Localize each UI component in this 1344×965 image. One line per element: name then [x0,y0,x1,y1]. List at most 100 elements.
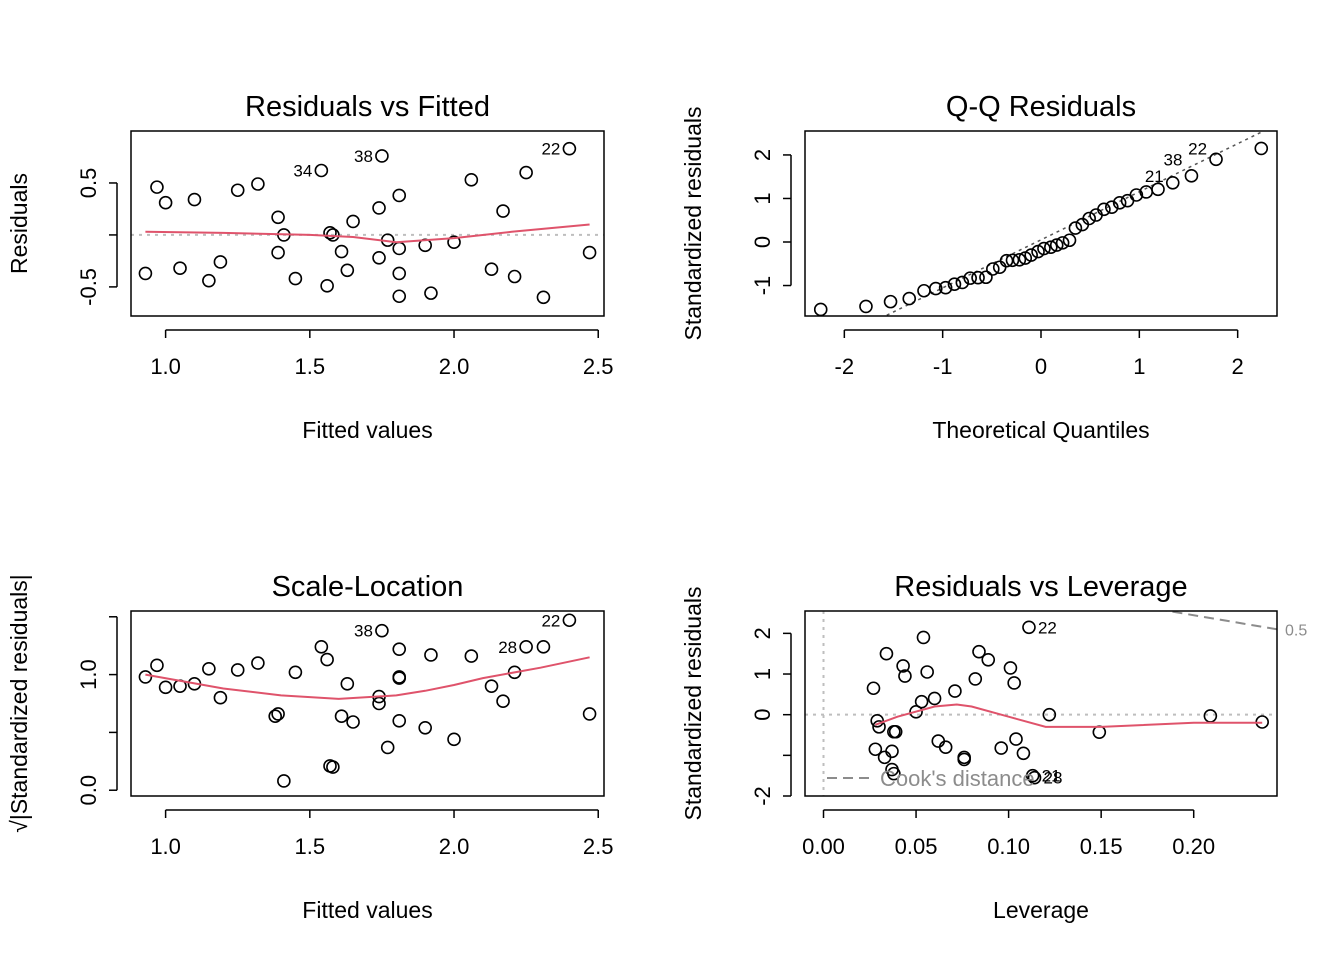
data-point [909,705,923,719]
data-point [1068,221,1083,235]
data-point [372,696,386,711]
data-point [562,141,577,156]
x-tick-label: 2.0 [439,354,470,379]
data-point [158,195,173,210]
data-point [1005,253,1020,268]
data-point [447,732,461,747]
data-point [187,192,202,207]
y-tick-label: 1.0 [76,659,101,690]
data-point [288,665,303,680]
x-tick-label: 2 [1232,354,1244,379]
x-tick-label: 1.0 [150,354,181,379]
data-point [1112,196,1127,210]
data-point [372,201,386,215]
plot-title: Scale-Location [272,571,464,603]
data-point [1055,236,1070,250]
data-point [320,279,334,293]
panel-scale-location: 38 28 22 1.0 1.5 2.0 2.5 0.0 1.0 Scale-Location Fi… [6,571,614,923]
point-label: 22 [1038,618,1057,637]
data-point [1007,676,1021,690]
y-axis-label: Standardized residuals [680,587,706,821]
x-tick-label: -1 [933,354,953,379]
data-point [582,245,597,260]
data-point [536,290,551,305]
data-point [323,226,337,240]
x-axis: -2 -1 0 1 2 [835,329,1244,379]
data-point [1044,240,1058,255]
data-point [150,180,164,194]
data-point [883,294,898,309]
data-point [931,734,946,748]
data-point [334,244,349,259]
qq-reference-line [883,131,1266,316]
y-tick-label: 1 [750,668,775,680]
data-point [484,679,499,693]
data-point [271,245,285,260]
plot-frame [804,130,1278,317]
data-point [536,640,551,654]
point-label: 28 [498,638,517,657]
x-tick-label: 0 [1035,354,1047,379]
data-point [1184,169,1199,183]
cooks-distance-line [1162,611,1277,631]
data-point [948,684,962,698]
y-axis: -1 0 1 2 [750,149,792,295]
data-point [277,774,291,788]
data-point [392,670,407,684]
point-label: 38 [1164,150,1183,169]
data-point [340,677,355,691]
data-point [1062,233,1077,248]
plot-frame [130,610,605,797]
data-point [1037,241,1051,256]
data-point [916,630,931,645]
panel-residuals-vs-fitted: 34 38 22 1.0 1.5 2.0 2.5 -0.5 0.5 Residuals vs Fi… [6,91,614,443]
data-point [859,299,873,314]
data-point [1009,732,1023,746]
point-label: 22 [541,611,560,630]
point-label: 22 [1188,139,1207,158]
data-point [496,204,510,218]
data-point [424,648,438,662]
y-axis: -2 0 1 2 [750,627,792,806]
y-tick-label: 1 [750,192,775,204]
y-tick-label: 0.5 [76,168,101,199]
data-point [1129,188,1144,202]
x-tick-label: 0.20 [1172,834,1215,859]
x-tick-label: 0.00 [802,834,845,859]
data-point [562,613,577,628]
data-point [994,741,1009,755]
x-tick-label: 1.5 [295,834,326,859]
data-point [887,766,901,781]
point-label: 34 [293,161,312,180]
data-point [173,261,187,275]
data-point [202,273,216,288]
data-point [380,740,395,755]
plot-area: 34 38 22 [131,140,604,305]
data-point [392,241,407,256]
data-point [1209,152,1223,167]
point-label: 28 [1044,769,1063,788]
x-axis-label: Fitted values [302,417,432,443]
x-axis: 0.00 0.05 0.10 0.15 0.20 [802,809,1215,859]
data-point [1024,248,1038,262]
data-point [1027,770,1042,785]
data-point [1022,620,1036,635]
data-point [972,644,986,659]
data-point [288,271,303,286]
data-point [992,260,1007,275]
smooth-line [145,656,590,700]
data-point [1120,193,1135,208]
x-tick-label: 2.5 [583,354,614,379]
data-point [392,642,407,656]
data-point [963,271,978,285]
data-point [888,724,903,739]
data-point [392,714,407,728]
data-point [158,680,173,695]
data-point [877,750,892,765]
data-point [496,694,510,708]
data-point [464,649,479,663]
data-point [334,709,349,724]
